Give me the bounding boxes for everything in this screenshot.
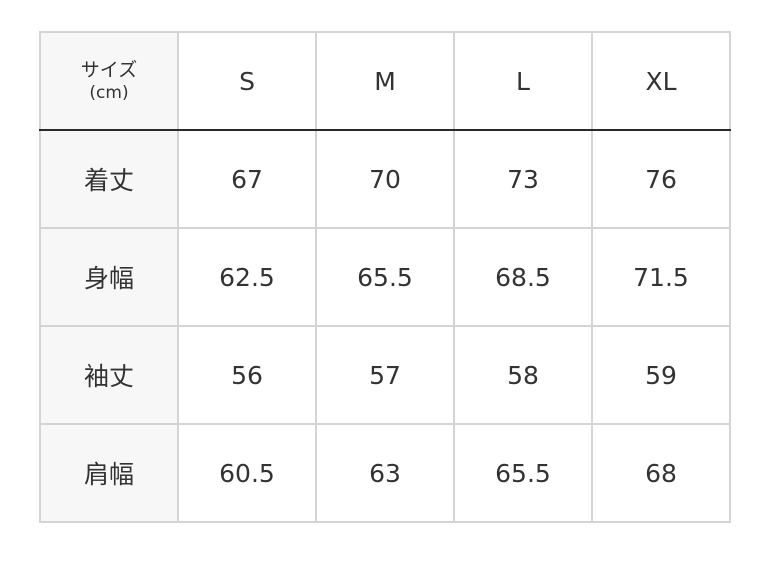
- table-cell: 76: [591, 129, 731, 229]
- column-header-xl: XL: [591, 31, 731, 131]
- column-header-m: M: [315, 31, 455, 131]
- table-cell: 58: [453, 325, 593, 425]
- table-row: 肩幅 60.5 63 65.5 68: [39, 423, 731, 523]
- table-cell: 65.5: [315, 227, 455, 327]
- table-cell: 60.5: [177, 423, 317, 523]
- column-header-s: S: [177, 31, 317, 131]
- unit-label: (cm): [89, 83, 129, 103]
- table-row: 身幅 62.5 65.5 68.5 71.5: [39, 227, 731, 327]
- table-cell: 59: [591, 325, 731, 425]
- table-cell: 57: [315, 325, 455, 425]
- table-cell: 70: [315, 129, 455, 229]
- size-table: サイズ (cm) S M L XL 着丈 67 70 73 76 身幅 62.5…: [39, 31, 731, 523]
- header-row: サイズ (cm) S M L XL: [39, 31, 731, 131]
- row-header: 着丈: [39, 129, 179, 229]
- table-cell: 68: [591, 423, 731, 523]
- table-cell: 63: [315, 423, 455, 523]
- table-row: 着丈 67 70 73 76: [39, 129, 731, 229]
- table-cell: 71.5: [591, 227, 731, 327]
- size-label: サイズ: [80, 59, 138, 81]
- table-cell: 56: [177, 325, 317, 425]
- corner-header: サイズ (cm): [39, 31, 179, 131]
- column-header-l: L: [453, 31, 593, 131]
- row-header: 身幅: [39, 227, 179, 327]
- table-cell: 67: [177, 129, 317, 229]
- table-cell: 73: [453, 129, 593, 229]
- table-cell: 62.5: [177, 227, 317, 327]
- row-header: 袖丈: [39, 325, 179, 425]
- table-row: 袖丈 56 57 58 59: [39, 325, 731, 425]
- table-cell: 68.5: [453, 227, 593, 327]
- row-header: 肩幅: [39, 423, 179, 523]
- table-cell: 65.5: [453, 423, 593, 523]
